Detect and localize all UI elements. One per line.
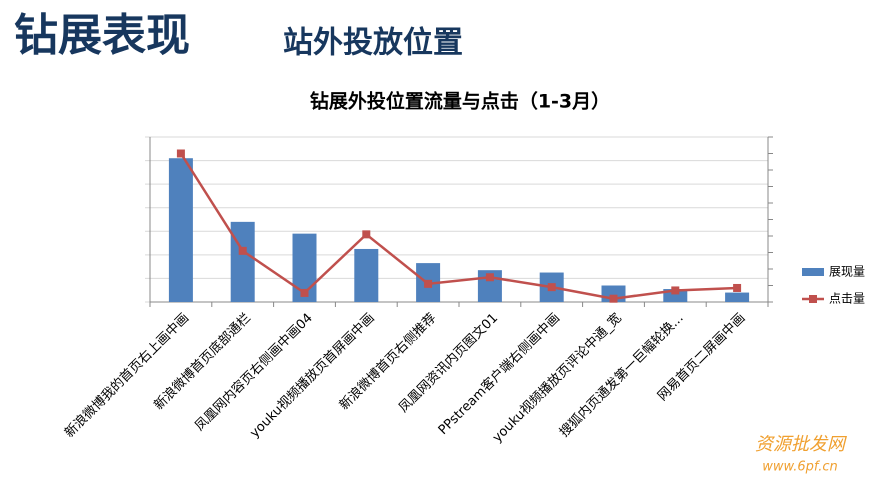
point	[485, 273, 494, 282]
point	[176, 149, 185, 158]
legend-label: 点击量	[829, 292, 865, 306]
point	[362, 230, 371, 239]
x-tick-label: 凤凰网资讯内页图文01	[395, 310, 501, 416]
point	[547, 283, 556, 292]
point	[609, 294, 618, 303]
point	[671, 286, 680, 295]
bar	[168, 158, 193, 302]
bar	[230, 221, 255, 302]
point	[300, 288, 309, 297]
x-tick-label: PPstream客户端右侧画中画	[435, 310, 563, 438]
legend-swatch	[802, 268, 824, 276]
point	[238, 246, 247, 255]
line	[179, 152, 738, 300]
point	[733, 283, 742, 292]
legend-swatch	[809, 295, 817, 303]
legend-label: 展现量	[829, 265, 865, 279]
watermark-url: www.6pf.cn	[762, 460, 838, 475]
point	[424, 279, 433, 288]
page-title: 钻展表现	[14, 10, 190, 61]
x-tick-label: 搜狐内页通发第一巨幅轮换...	[556, 310, 686, 440]
x-tick-label: youku视频播放页评论中通_宽	[489, 310, 625, 446]
x-tick-label: 新浪微博我的首页右上画中画	[61, 310, 192, 441]
x-tick-label: 凤凰网内容页右侧画中画04	[192, 310, 316, 434]
bar	[354, 248, 379, 302]
watermark-name: 资源批发网	[755, 434, 847, 455]
page-subtitle: 站外投放位置	[283, 26, 463, 61]
bar	[725, 292, 750, 302]
x-tick-label: youku视频播放页首屏画中画	[247, 311, 377, 441]
chart-title: 钻展外投位置流量与点击（1-3月）	[310, 90, 610, 113]
